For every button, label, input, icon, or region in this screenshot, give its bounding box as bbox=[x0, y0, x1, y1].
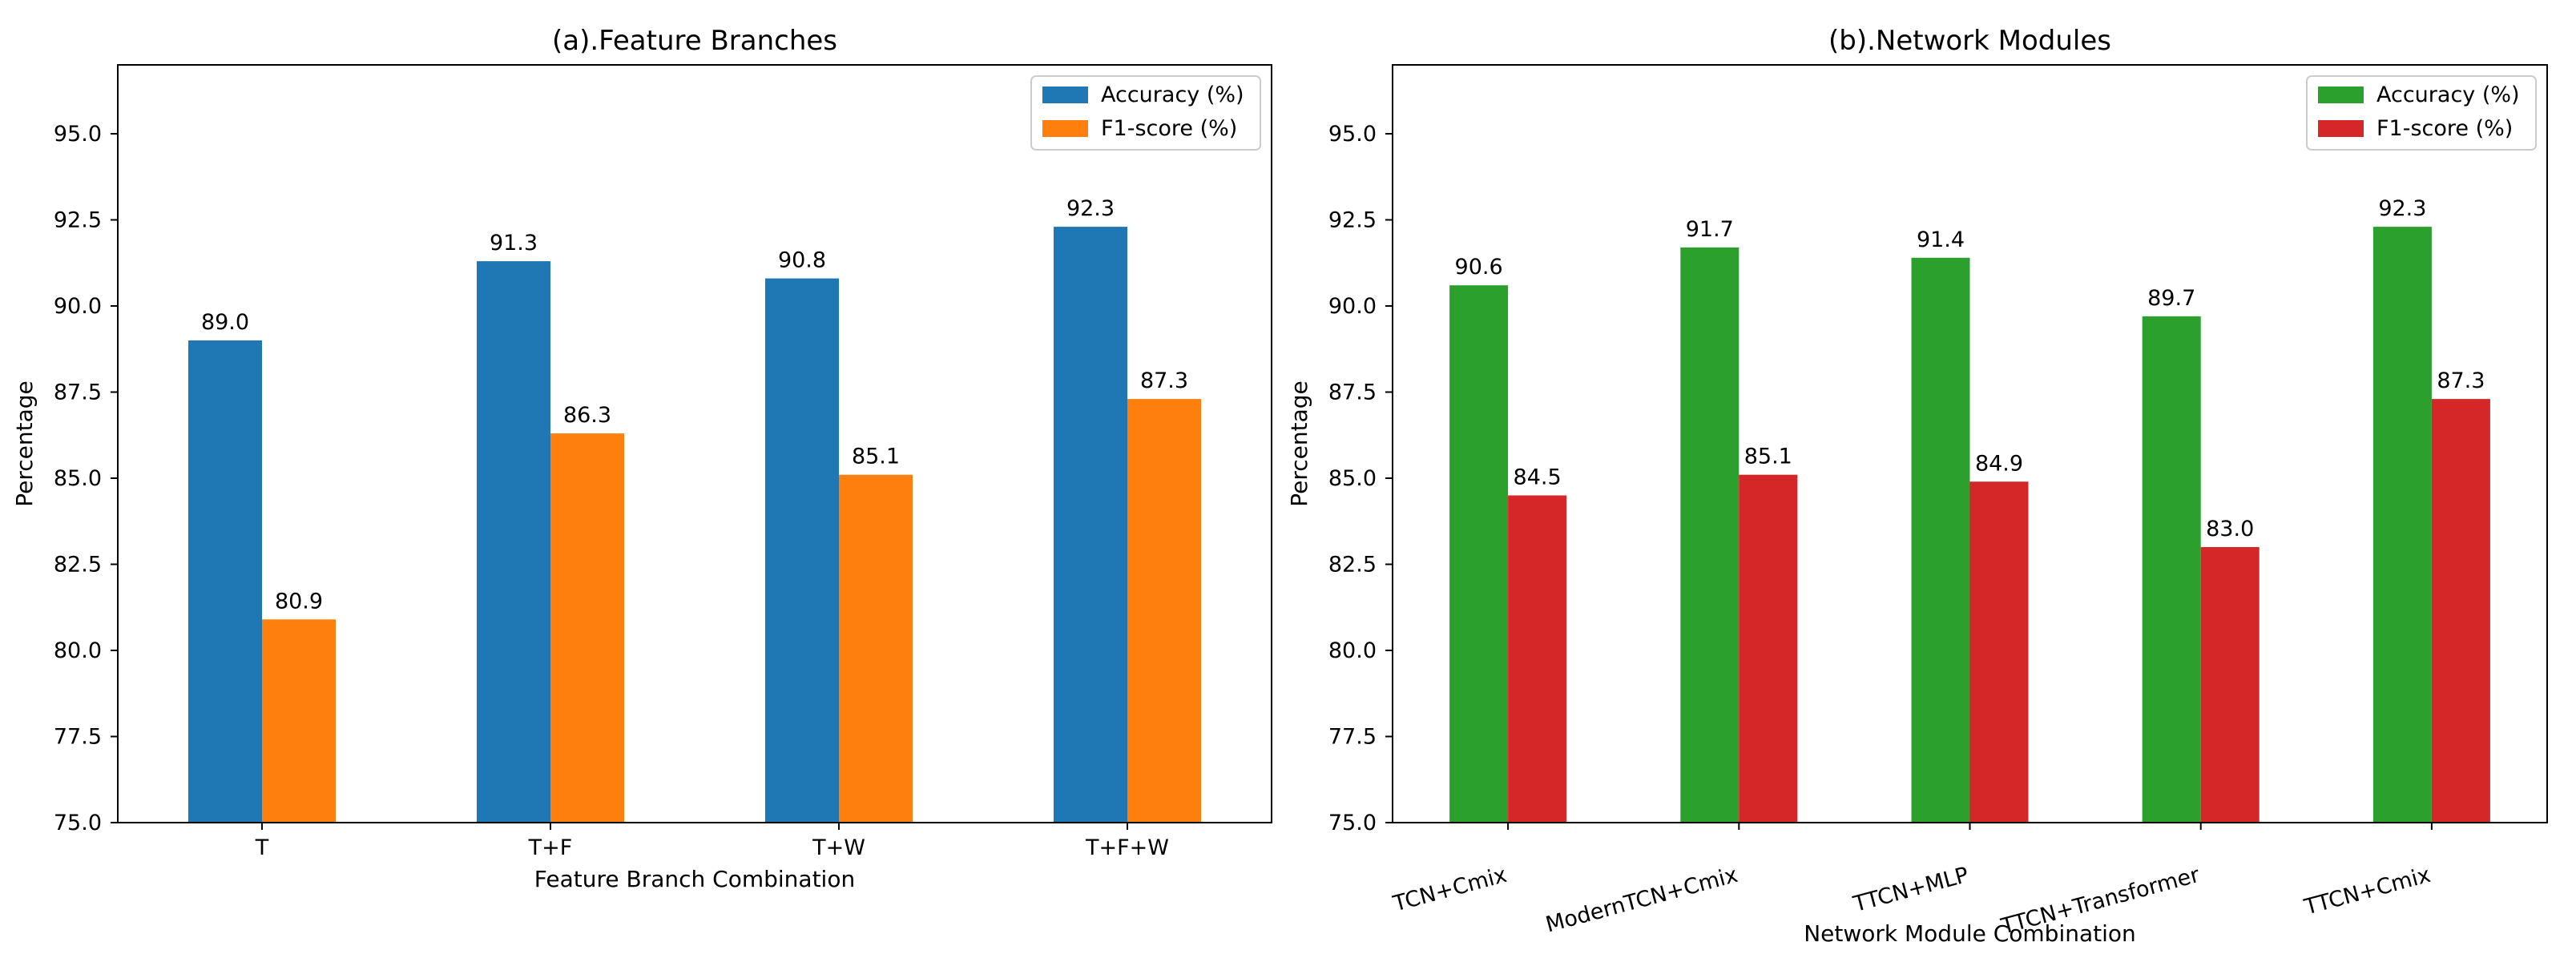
legend-box bbox=[2306, 75, 2537, 151]
y-tick-label: 95.0 bbox=[54, 122, 102, 147]
x-tick-label: T+F bbox=[528, 835, 573, 860]
y-tick-label: 87.5 bbox=[1328, 380, 1377, 405]
data-label-accuracy-4: 92.3 bbox=[1066, 196, 1115, 221]
data-label-f1-3: 85.1 bbox=[852, 445, 900, 469]
chart-title: (a).Feature Branches bbox=[552, 25, 837, 57]
data-label-f1-2: 85.1 bbox=[1744, 445, 1792, 469]
y-axis-label: Percentage bbox=[11, 380, 38, 507]
y-tick-label: 95.0 bbox=[1328, 122, 1377, 147]
legend-label-accuracy: Accuracy (%) bbox=[2376, 83, 2520, 107]
bar-f1-2 bbox=[1739, 474, 1798, 823]
x-tick-label: T+W bbox=[812, 835, 865, 860]
bar-accuracy-5 bbox=[2372, 227, 2432, 823]
x-tick-label: TCN+Cmix bbox=[1390, 863, 1510, 917]
y-tick-label: 82.5 bbox=[1328, 553, 1377, 578]
y-tick-label: 82.5 bbox=[54, 553, 102, 578]
x-axis-label: Feature Branch Combination bbox=[534, 866, 855, 892]
x-tick-label: TTCN+MLP bbox=[1850, 863, 1971, 917]
data-label-accuracy-2: 91.7 bbox=[1686, 217, 1734, 242]
y-tick-label: 92.5 bbox=[54, 208, 102, 233]
bar-f1-2 bbox=[550, 433, 624, 823]
legend-swatch-accuracy bbox=[1042, 87, 1088, 103]
x-tick-label: TTCN+Cmix bbox=[2301, 863, 2433, 920]
y-tick-label: 85.0 bbox=[54, 466, 102, 491]
bar-f1-4 bbox=[2200, 547, 2260, 823]
y-tick-label: 75.0 bbox=[54, 811, 102, 835]
data-label-accuracy-1: 89.0 bbox=[201, 310, 249, 335]
y-tick-label: 80.0 bbox=[1328, 638, 1377, 663]
bar-accuracy-1 bbox=[188, 340, 262, 823]
legend: Accuracy (%) F1-score (%) bbox=[2306, 75, 2537, 151]
data-label-f1-1: 80.9 bbox=[275, 589, 323, 614]
legend-box bbox=[1030, 75, 1261, 151]
y-tick-label: 75.0 bbox=[1328, 811, 1377, 835]
data-label-accuracy-5: 92.3 bbox=[2378, 196, 2426, 221]
y-tick-label: 80.0 bbox=[54, 638, 102, 663]
y-tick-label: 90.0 bbox=[1328, 294, 1377, 319]
y-tick-label: 77.5 bbox=[1328, 725, 1377, 750]
x-tick-label: ModernTCN+Cmix bbox=[1543, 863, 1740, 938]
legend-label-f1: F1-score (%) bbox=[1101, 116, 1237, 141]
bar-accuracy-4 bbox=[1054, 227, 1127, 823]
bar-f1-3 bbox=[1969, 481, 2029, 823]
legend-label-accuracy: Accuracy (%) bbox=[1101, 83, 1244, 107]
legend-swatch-f1 bbox=[1042, 120, 1088, 137]
y-tick-label: 87.5 bbox=[54, 380, 102, 405]
chart-title: (b).Network Modules bbox=[1828, 25, 2111, 57]
x-tick-label: T+F+W bbox=[1085, 835, 1169, 860]
legend-swatch-accuracy bbox=[2318, 87, 2364, 103]
bar-accuracy-2 bbox=[477, 261, 550, 823]
chart-panel-2: 90.6 91.7 91.4 89.7 92.3 84.5 85.1 84.9 83.0 87.3… bbox=[1286, 25, 2548, 947]
data-label-f1-4: 87.3 bbox=[1140, 368, 1188, 393]
y-tick-label: 85.0 bbox=[1328, 466, 1377, 491]
data-label-accuracy-3: 91.4 bbox=[1917, 227, 1965, 252]
data-label-accuracy-2: 91.3 bbox=[490, 231, 538, 256]
data-label-f1-2: 86.3 bbox=[563, 403, 611, 428]
data-label-accuracy-3: 90.8 bbox=[778, 248, 826, 273]
bar-f1-4 bbox=[1127, 399, 1201, 823]
data-label-f1-1: 84.5 bbox=[1514, 465, 1562, 490]
data-label-f1-5: 87.3 bbox=[2437, 368, 2485, 393]
legend-swatch-f1 bbox=[2318, 120, 2364, 137]
x-tick-label: T bbox=[255, 835, 269, 860]
bar-f1-5 bbox=[2431, 399, 2490, 823]
data-label-accuracy-4: 89.7 bbox=[2147, 286, 2195, 311]
data-label-f1-4: 83.0 bbox=[2206, 517, 2254, 541]
x-axis-label: Network Module Combination bbox=[1804, 920, 2136, 947]
bar-f1-1 bbox=[262, 619, 336, 823]
bar-f1-3 bbox=[839, 474, 913, 823]
chart-panel-1: 89.0 91.3 90.8 92.3 80.9 86.3 85.1 87.3 75.0 77.5… bbox=[11, 25, 1272, 892]
axes-frame bbox=[117, 64, 1272, 823]
data-label-accuracy-1: 90.6 bbox=[1455, 255, 1503, 280]
data-label-f1-3: 84.9 bbox=[1975, 451, 2023, 476]
y-tick-label: 90.0 bbox=[54, 294, 102, 319]
y-tick-label: 92.5 bbox=[1328, 208, 1377, 233]
y-tick-label: 77.5 bbox=[54, 725, 102, 750]
bar-accuracy-2 bbox=[1680, 247, 1740, 823]
legend-label-f1: F1-score (%) bbox=[2376, 116, 2513, 141]
bar-accuracy-4 bbox=[2142, 316, 2201, 823]
bar-accuracy-3 bbox=[1911, 257, 1970, 823]
bar-accuracy-1 bbox=[1449, 285, 1509, 823]
bar-accuracy-3 bbox=[765, 278, 839, 823]
bar-f1-1 bbox=[1508, 495, 1567, 823]
y-axis-label: Percentage bbox=[1286, 380, 1312, 507]
legend: Accuracy (%) F1-score (%) bbox=[1030, 75, 1261, 151]
